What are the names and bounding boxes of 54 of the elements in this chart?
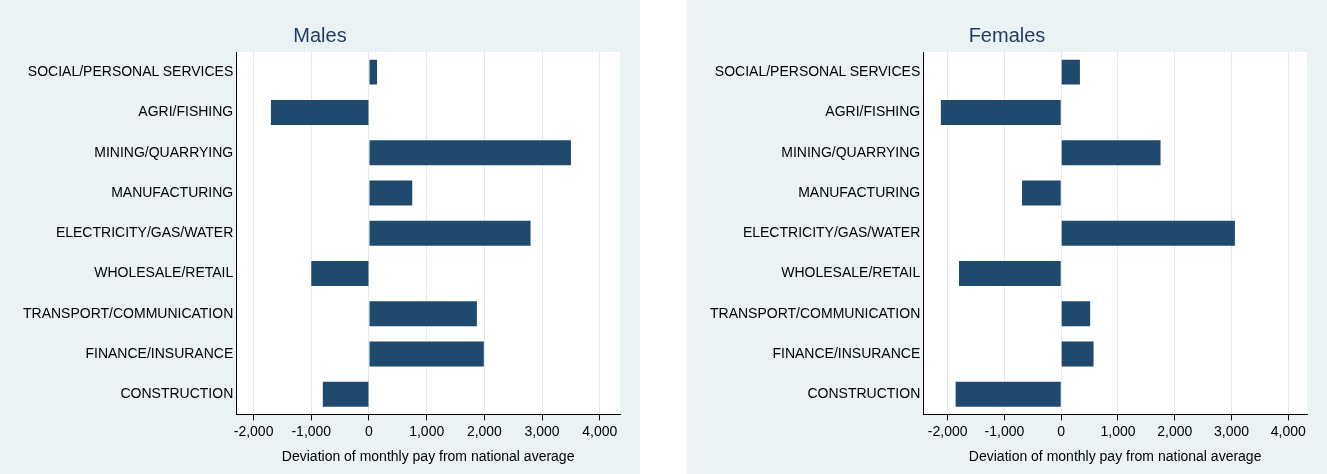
x-tick-label: 3,000 (1213, 422, 1250, 439)
x-tick-label: 1,000 (1100, 422, 1136, 439)
y-tick-label: AGRI/FISHING (138, 103, 234, 120)
x-axis-title: Deviation of monthly pay from national average (281, 448, 575, 465)
x-tick-label: 2,000 (466, 422, 503, 439)
bar (1061, 341, 1094, 367)
x-tick-label: 0 (1057, 422, 1066, 439)
bar (369, 59, 378, 85)
bar (322, 381, 369, 407)
y-tick-label: TRANSPORT/COMMUNICATION (709, 304, 921, 321)
bar (369, 180, 413, 206)
bar (1061, 140, 1161, 166)
y-tick-label: MANUFACTURING (798, 183, 921, 200)
x-tick-label: 4,000 (582, 422, 618, 439)
x-axis-title: Deviation of monthly pay from national average (968, 448, 1262, 465)
bar (1061, 301, 1091, 327)
x-tick-label: 3,000 (524, 422, 560, 439)
x-tick-label: -2,000 (233, 422, 274, 439)
bar (311, 260, 369, 286)
y-tick-label: CONSTRUCTION (807, 385, 921, 402)
bar (369, 301, 477, 327)
y-tick-label: AGRI/FISHING (825, 103, 921, 120)
y-tick-label: SOCIAL/PERSONAL SERVICES (27, 62, 234, 79)
bar (959, 260, 1061, 286)
bar (1061, 59, 1080, 85)
bar (369, 220, 531, 246)
bar (270, 99, 369, 125)
bar (1061, 220, 1235, 246)
chart-title: Males (293, 23, 347, 46)
y-tick-label: FINANCE/INSURANCE (772, 344, 921, 361)
y-tick-label: WHOLESALE/RETAIL (94, 264, 234, 281)
y-tick-label: MINING/QUARRYING (94, 143, 234, 160)
x-tick-label: -2,000 (927, 422, 968, 439)
y-tick-label: SOCIAL/PERSONAL SERVICES (714, 62, 921, 79)
bar (369, 341, 484, 367)
y-tick-label: MINING/QUARRYING (781, 143, 921, 160)
y-tick-label: WHOLESALE/RETAIL (781, 264, 921, 281)
x-tick-label: 0 (365, 422, 374, 439)
x-tick-label: -1,000 (984, 422, 1025, 439)
bar (369, 140, 571, 166)
chart-title: Females (968, 23, 1046, 46)
y-tick-label: CONSTRUCTION (120, 385, 234, 402)
bar (1022, 180, 1061, 206)
y-tick-label: ELECTRICITY/GAS/WATER (55, 224, 234, 241)
y-tick-label: MANUFACTURING (111, 183, 234, 200)
bar (940, 99, 1061, 125)
y-tick-label: ELECTRICITY/GAS/WATER (742, 224, 921, 241)
x-tick-label: -1,000 (291, 422, 332, 439)
x-tick-label: 2,000 (1157, 422, 1193, 439)
y-tick-label: FINANCE/INSURANCE (85, 344, 234, 361)
x-tick-label: 1,000 (409, 422, 445, 439)
x-tick-label: 4,000 (1270, 422, 1306, 439)
y-tick-label: TRANSPORT/COMMUNICATION (22, 304, 234, 321)
bar (955, 381, 1061, 407)
